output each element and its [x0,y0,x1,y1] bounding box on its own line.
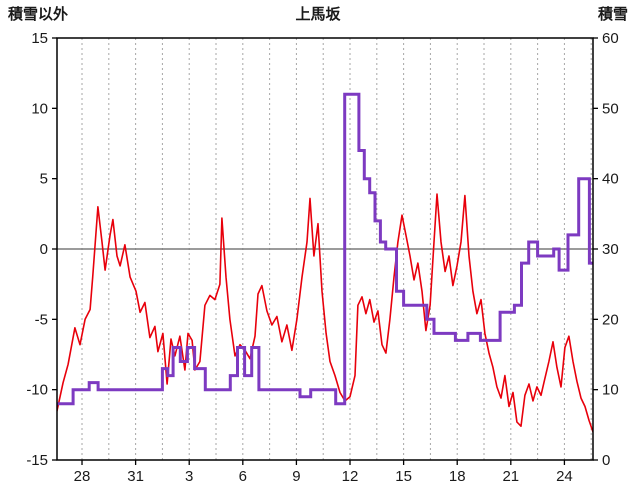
x-tick-label: 18 [449,468,466,485]
left-tick-label: -10 [26,382,48,399]
x-tick-label: 24 [556,468,573,485]
x-axis-ticks: 28 31 3 6 9 12 15 18 21 24 [74,460,573,485]
x-tick-label: 6 [239,468,247,485]
right-axis-title: 積雪 [597,6,628,23]
x-tick-label: 21 [502,468,519,485]
right-tick-label: 10 [602,382,619,399]
right-tick-label: 60 [602,30,619,47]
right-tick-label: 20 [602,311,619,328]
left-tick-label: 0 [40,241,48,258]
right-axis-ticks: 60 50 40 30 20 10 0 [593,30,619,469]
right-tick-label: 0 [602,452,610,469]
x-tick-label: 3 [185,468,193,485]
x-tick-label: 12 [342,468,359,485]
x-tick-label: 9 [292,468,300,485]
x-tick-label: 28 [74,468,91,485]
left-tick-label: 10 [31,100,48,117]
left-axis-ticks: 15 10 5 0 -5 -10 -15 [26,30,57,469]
right-tick-label: 40 [602,171,619,188]
right-tick-label: 30 [602,241,619,258]
right-tick-label: 50 [602,100,619,117]
left-axis-title: 積雪以外 [8,6,69,23]
x-tick-label: 15 [395,468,412,485]
left-tick-label: -15 [26,452,48,469]
chart-title: 上馬坂 [295,6,341,23]
left-tick-label: 5 [40,171,48,188]
purple-step-series [57,92,593,406]
red-line-series [57,193,593,433]
left-tick-label: -5 [35,311,48,328]
x-tick-label: 31 [127,468,144,485]
left-tick-label: 15 [31,30,48,47]
